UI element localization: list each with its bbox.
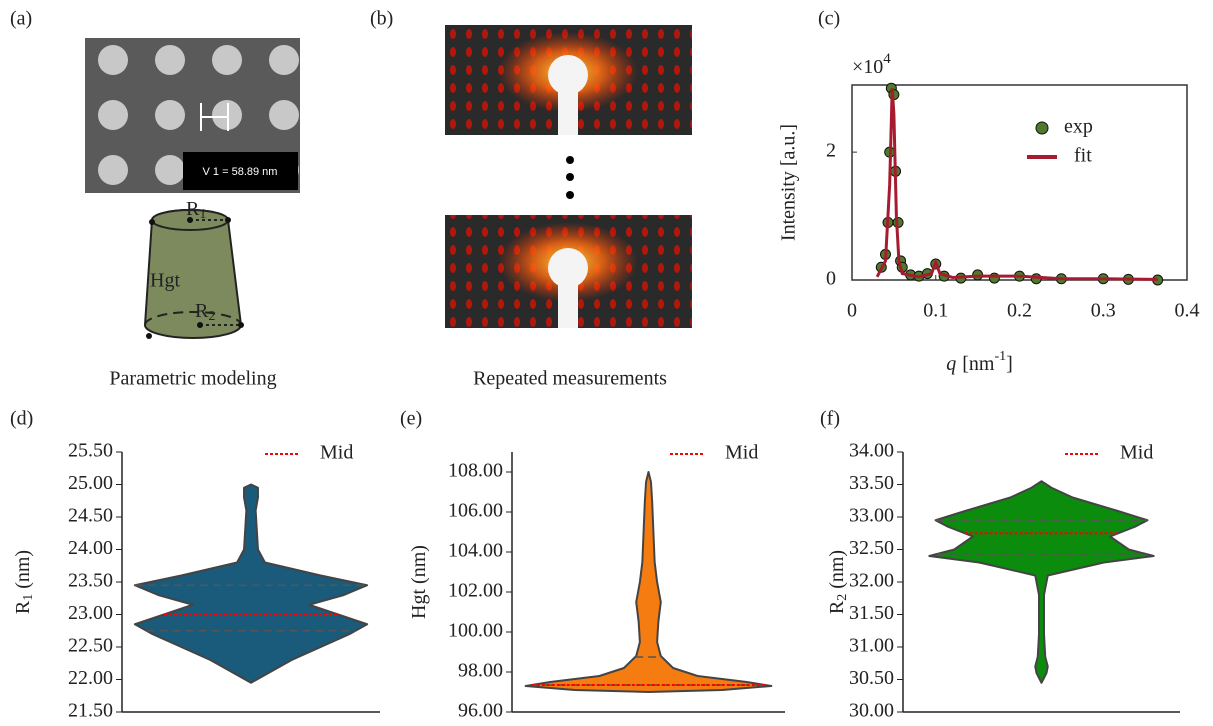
y-label-main: R <box>826 600 848 614</box>
legend-label: fit <box>1074 145 1092 167</box>
y-axis-label: R2 (nm) <box>826 550 851 614</box>
y-tick-label: 108.00 <box>448 460 503 482</box>
x-label-exp: -1 <box>994 349 1006 364</box>
y-tick-label: 32.00 <box>849 570 894 592</box>
y-tick-label: 31.00 <box>849 635 894 657</box>
y-tick-label: 104.00 <box>448 540 503 562</box>
caption: Parametric modeling <box>109 368 276 390</box>
legend-label: Mid <box>725 442 758 464</box>
legend-label: exp <box>1064 116 1093 138</box>
plot-frame <box>851 84 1188 281</box>
legend-label: Mid <box>320 442 353 464</box>
y-axis-label: R1 (nm) <box>12 550 37 614</box>
x-label-unit: [nm <box>962 353 995 375</box>
y-tick-label: 24.00 <box>68 537 113 559</box>
y-tick-label: 106.00 <box>448 500 503 522</box>
cone-points <box>146 217 244 339</box>
violin-body <box>133 483 369 684</box>
y-label-sub: 1 <box>21 594 36 601</box>
y-axis-label: Hgt (nm) <box>408 545 430 619</box>
data-point <box>988 272 1000 284</box>
radius-lines <box>190 219 241 326</box>
y-tick-label: 23.50 <box>68 570 113 592</box>
panel-label: (d) <box>10 408 33 430</box>
panel-label: (b) <box>370 8 393 30</box>
multiplier-base: ×10 <box>852 56 883 78</box>
y-tick-label: 21.50 <box>68 700 113 722</box>
y-axis-label: Intensity [a.u.] <box>778 124 800 241</box>
caption: Repeated measurements <box>473 368 667 390</box>
measurement-image <box>445 25 692 135</box>
y-tick-label: 33.50 <box>849 472 894 494</box>
x-tick-label: 0.1 <box>923 300 948 322</box>
scale-box <box>183 152 298 190</box>
y-label-unit: (nm) <box>12 550 34 594</box>
y-tick-label: 25.50 <box>68 440 113 462</box>
measurement-image <box>445 215 692 328</box>
y-tick-label: 0 <box>826 268 836 290</box>
x-tick-label: 0.3 <box>1091 300 1116 322</box>
x-tick-label: 0 <box>847 300 857 322</box>
y-tick-label: 33.00 <box>849 505 894 527</box>
panel-label: (e) <box>400 408 422 430</box>
r2-label: R2 <box>195 300 215 325</box>
x-tick-label: 0.2 <box>1007 300 1032 322</box>
axis-multiplier: ×104 <box>852 51 891 77</box>
y-tick-label: 34.00 <box>849 440 894 462</box>
y-tick-label: 24.50 <box>68 505 113 527</box>
y-tick-label: 25.00 <box>68 472 113 494</box>
scale-bar <box>200 103 229 131</box>
ellipsis-dots <box>566 156 574 199</box>
legend-label: Mid <box>1120 442 1153 464</box>
y-tick-label: 102.00 <box>448 580 503 602</box>
scale-text: V 1 = 58.89 nm <box>203 166 278 178</box>
y-tick-label: 30.00 <box>849 700 894 722</box>
y-tick-label: 30.50 <box>849 667 894 689</box>
panel-label: (a) <box>10 8 32 30</box>
y-tick-label: 98.00 <box>458 660 503 682</box>
x-axis-label: q [nm-1] <box>946 349 1013 374</box>
panel-label: (c) <box>818 8 840 30</box>
y-label-sub: 2 <box>835 594 850 601</box>
y-label-unit: (nm) <box>826 550 848 594</box>
y-tick-label: 31.50 <box>849 602 894 624</box>
y-tick-label: 100.00 <box>448 620 503 642</box>
fit-line <box>875 88 1158 281</box>
violin-body <box>524 471 773 693</box>
x-label-end: ] <box>1006 353 1013 375</box>
y-tick-label: 22.00 <box>68 667 113 689</box>
hgt-label: Hgt <box>150 270 180 292</box>
legend-marker <box>1035 121 1049 135</box>
y-tick-label: 22.50 <box>68 635 113 657</box>
x-label-var: q <box>946 353 956 375</box>
r1-label: R1 <box>186 198 206 223</box>
violin-body <box>928 480 1155 684</box>
y-label-main: R <box>12 600 34 614</box>
multiplier-exp: 4 <box>883 51 891 67</box>
y-label-main: Hgt (nm) <box>408 545 430 619</box>
y-tick-label: 2 <box>826 140 836 162</box>
x-tick-label: 0.4 <box>1175 300 1200 322</box>
y-tick-label: 96.00 <box>458 700 503 722</box>
cone-back <box>144 311 242 326</box>
panel-label: (f) <box>820 408 840 430</box>
y-tick-label: 32.50 <box>849 537 894 559</box>
y-tick-label: 23.00 <box>68 602 113 624</box>
